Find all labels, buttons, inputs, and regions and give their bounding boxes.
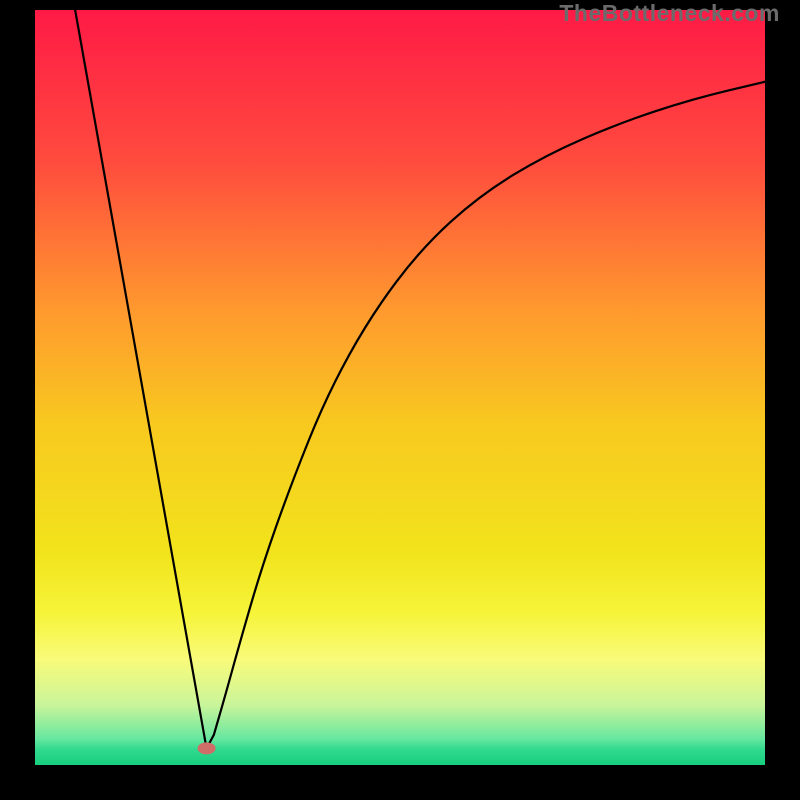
minimum-marker	[198, 742, 216, 754]
gradient-background	[35, 10, 765, 765]
watermark-label: TheBottleneck.com	[559, 0, 780, 27]
chart-svg	[35, 10, 765, 765]
chart-root: TheBottleneck.com	[0, 0, 800, 800]
plot-area	[35, 10, 765, 765]
